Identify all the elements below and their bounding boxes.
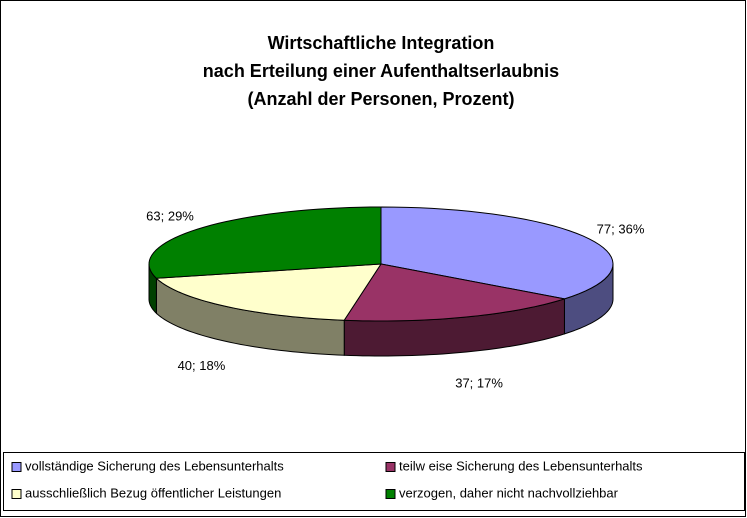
data-label: 63; 29%	[146, 208, 194, 223]
legend-marker	[11, 489, 22, 499]
legend-box	[3, 452, 745, 511]
data-label: 77; 36%	[597, 222, 645, 237]
legend-marker	[385, 462, 396, 472]
legend-marker	[385, 489, 396, 499]
slice	[343, 263, 565, 322]
legend-label: vollständige Sicherung des Lebensunterha…	[25, 458, 284, 473]
slice	[155, 263, 382, 321]
legend-label: ausschließlich Bezug öffentlicher Leistu…	[25, 485, 281, 500]
chart-title: Wirtschaftliche Integration	[268, 33, 495, 53]
data-label: 37; 17%	[455, 375, 503, 390]
chart-title: (Anzahl der Personen, Prozent)	[247, 89, 514, 109]
legend-marker	[11, 462, 22, 472]
legend-label: verzogen, daher nicht nachvollziehbar	[399, 485, 619, 500]
slice	[380, 206, 614, 300]
data-label: 40; 18%	[178, 358, 226, 373]
slice	[148, 206, 382, 279]
legend-label: teilw eise Sicherung des Lebensunterhalt…	[399, 458, 643, 473]
chart-title: nach Erteilung einer Aufenthaltserlaubni…	[203, 61, 559, 81]
